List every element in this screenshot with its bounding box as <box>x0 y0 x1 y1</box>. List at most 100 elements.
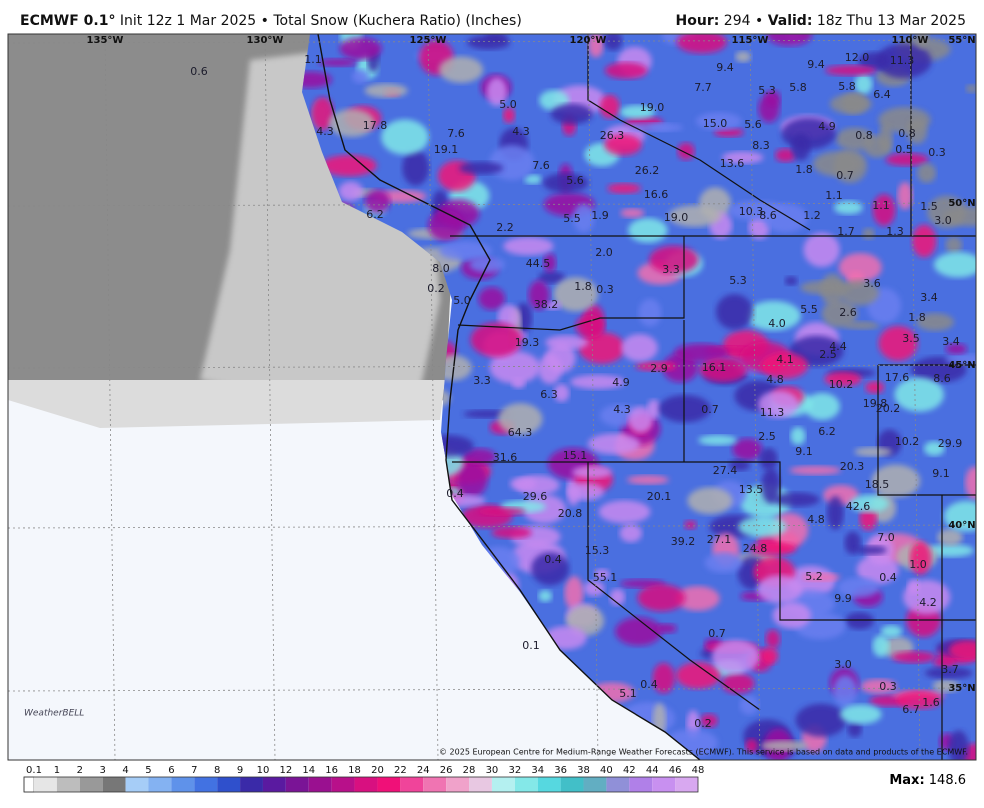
snow-label: 7.0 <box>877 531 895 544</box>
border <box>452 320 976 621</box>
snow-label: 9.1 <box>795 445 813 458</box>
snow-label: 4.8 <box>766 373 784 386</box>
snow-area <box>677 142 695 160</box>
snow-label: 3.4 <box>942 335 960 348</box>
hour-key: Hour: <box>676 13 720 29</box>
snow-area <box>604 62 648 79</box>
border <box>587 34 811 231</box>
snow-area <box>484 34 508 42</box>
max-key: Max: <box>889 773 924 788</box>
snow-area <box>932 679 960 693</box>
snow-label: 1.3 <box>886 225 904 238</box>
geo-label: 55°N <box>948 35 975 46</box>
snow-area <box>965 466 976 500</box>
colorbar-label: 12 <box>279 765 292 776</box>
snow-label: 1.0 <box>909 558 927 571</box>
max-value: 148.6 <box>929 773 966 788</box>
colorbar-label: 46 <box>669 765 682 776</box>
snow-label: 6.3 <box>540 388 558 401</box>
snow-label: 11.3 <box>760 406 785 419</box>
geo-label: 35°N <box>948 683 975 694</box>
meridian <box>104 34 116 760</box>
snow-label: 19.0 <box>640 101 665 114</box>
snow-area <box>711 639 760 674</box>
meridian <box>749 34 761 760</box>
snow-label: 4.1 <box>776 353 794 366</box>
snow-label: 0.8 <box>898 127 916 140</box>
snow-label: 4.0 <box>768 317 786 330</box>
max-text: Max: 148.6 <box>889 773 966 788</box>
snow-area <box>758 94 780 123</box>
snow-label: 0.3 <box>596 283 614 296</box>
colorbar-label: 4 <box>122 765 128 776</box>
meridian <box>427 34 439 760</box>
snow-area <box>439 241 492 261</box>
snow-label: 16.1 <box>702 361 727 374</box>
snow-area <box>872 194 896 226</box>
geo-label: 130°W <box>247 35 284 46</box>
snow-label: 20.1 <box>647 490 672 503</box>
snow-label: 27.1 <box>707 533 732 546</box>
snow-area <box>542 173 589 193</box>
snow-area <box>775 148 797 163</box>
colorbar-label: 5 <box>145 765 151 776</box>
snow-area <box>619 523 642 543</box>
snow-label: 3.0 <box>834 658 852 671</box>
snow-area <box>758 390 799 418</box>
snow-area <box>637 584 686 612</box>
snow-area <box>833 200 863 215</box>
snow-label: 7.6 <box>447 127 465 140</box>
snow-label: 8.6 <box>933 372 951 385</box>
snow-area <box>880 625 903 638</box>
snow-area <box>704 552 743 573</box>
snow-area <box>897 182 913 210</box>
geo-label: 45°N <box>948 360 975 371</box>
snow-label: 13.5 <box>739 483 764 496</box>
snow-label: 6.7 <box>902 703 920 716</box>
snow-area <box>746 300 801 331</box>
parallel <box>8 524 976 529</box>
snow-area <box>588 34 604 58</box>
snow-label: 0.4 <box>446 487 464 500</box>
snow-area <box>615 617 662 646</box>
colorbar-label: 40 <box>600 765 613 776</box>
border <box>457 236 685 331</box>
snow-area <box>926 544 974 557</box>
colorbar-swatch <box>583 777 607 792</box>
graticule <box>8 34 976 760</box>
geo-label: 50°N <box>948 198 975 209</box>
meridian <box>264 34 276 760</box>
snow-area <box>909 541 932 575</box>
snow-area <box>885 153 929 167</box>
snow-area <box>854 447 892 457</box>
snow-label: 2.2 <box>496 221 514 234</box>
snow-area <box>878 123 893 153</box>
header-left: ECMWF 0.1° Init 12z 1 Mar 2025 • Total S… <box>20 13 522 29</box>
snow-area <box>339 37 382 60</box>
snow-area <box>321 154 377 177</box>
snow-area <box>364 189 391 214</box>
colorbar-label: 26 <box>440 765 453 776</box>
snow-area <box>497 403 543 435</box>
snow-area <box>543 253 557 273</box>
copyright: © 2025 European Centre for Medium-Range … <box>439 748 968 757</box>
snow-area <box>489 351 541 384</box>
colorbar-swatch <box>652 777 676 792</box>
snow-label: 20.8 <box>558 507 583 520</box>
colorbar-label: 7 <box>191 765 197 776</box>
snow-area <box>338 181 364 202</box>
snow-area <box>894 377 944 412</box>
colorbar-label: 10 <box>257 765 270 776</box>
snow-label: 0.2 <box>694 717 712 730</box>
colorbar-swatch <box>34 777 57 792</box>
snow-label: 26.2 <box>635 164 660 177</box>
snow-label: 4.3 <box>512 125 530 138</box>
snow-label: 19.1 <box>434 143 459 156</box>
snow-label: 8.6 <box>759 209 777 222</box>
snow-label: 1.7 <box>837 225 855 238</box>
snow-label: 0.5 <box>895 143 913 156</box>
snow-label: 64.3 <box>508 426 533 439</box>
snow-area <box>538 353 562 385</box>
snow-label: 5.5 <box>800 303 818 316</box>
snow-area <box>916 34 930 49</box>
